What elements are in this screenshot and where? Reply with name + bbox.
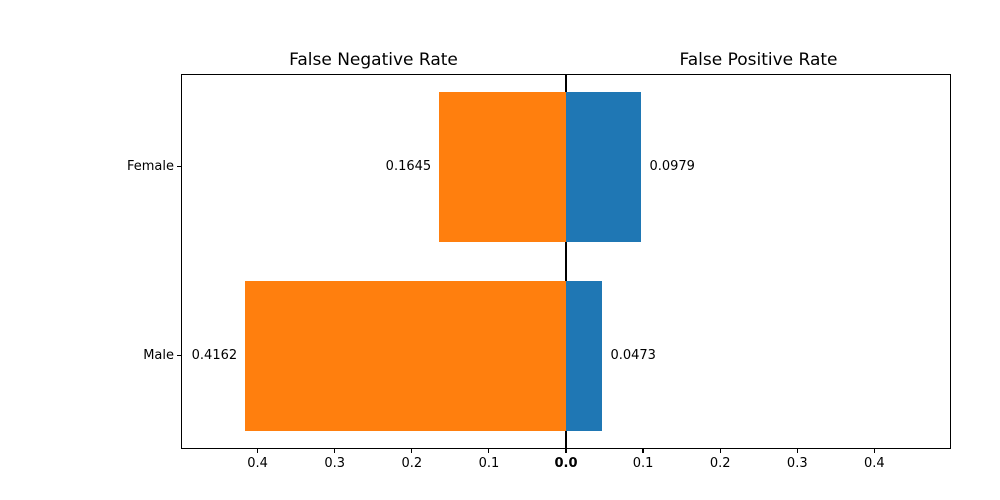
bar-false-negative-rate-female (439, 91, 566, 242)
bar-false-positive-rate-male (566, 280, 603, 431)
x-tick-mark-3 (488, 449, 490, 453)
axis-title-false-positive-rate: False Positive Rate (679, 50, 838, 70)
x-tick-mark-2 (411, 449, 413, 453)
x-tick-mark-6 (719, 449, 721, 453)
x-tick-label-5: 0.1 (632, 456, 654, 471)
y-tick-label-male: Male (143, 347, 174, 363)
x-tick-mark-4 (565, 449, 567, 453)
x-tick-label-7: 0.3 (786, 456, 808, 471)
x-tick-label-3: 0.1 (478, 456, 500, 471)
y-tick-mark-male (177, 354, 181, 357)
y-tick-mark-female (177, 165, 181, 168)
bar-label-false-positive-rate-male: 0.0473 (610, 347, 656, 363)
x-tick-mark-7 (796, 449, 798, 453)
bar-false-positive-rate-female (566, 91, 642, 242)
bar-false-negative-rate-male (245, 280, 566, 431)
x-tick-label-2: 0.2 (401, 456, 423, 471)
x-tick-mark-5 (642, 449, 644, 453)
x-tick-mark-8 (873, 449, 875, 453)
x-tick-label-4: 0.0 (554, 456, 578, 471)
bar-label-false-negative-rate-male: 0.4162 (191, 347, 238, 363)
x-tick-label-0: 0.4 (247, 456, 268, 471)
x-tick-label-8: 0.4 (864, 456, 885, 471)
x-tick-mark-0 (257, 449, 259, 453)
x-tick-mark-1 (334, 449, 336, 453)
bar-label-false-positive-rate-female: 0.0979 (649, 158, 695, 174)
x-tick-label-1: 0.3 (324, 456, 346, 471)
x-tick-label-6: 0.2 (709, 456, 731, 471)
zero-axis-line (565, 74, 567, 449)
axis-title-false-negative-rate: False Negative Rate (289, 50, 458, 70)
bar-label-false-negative-rate-female: 0.1645 (385, 158, 432, 174)
y-tick-label-female: Female (126, 158, 174, 174)
